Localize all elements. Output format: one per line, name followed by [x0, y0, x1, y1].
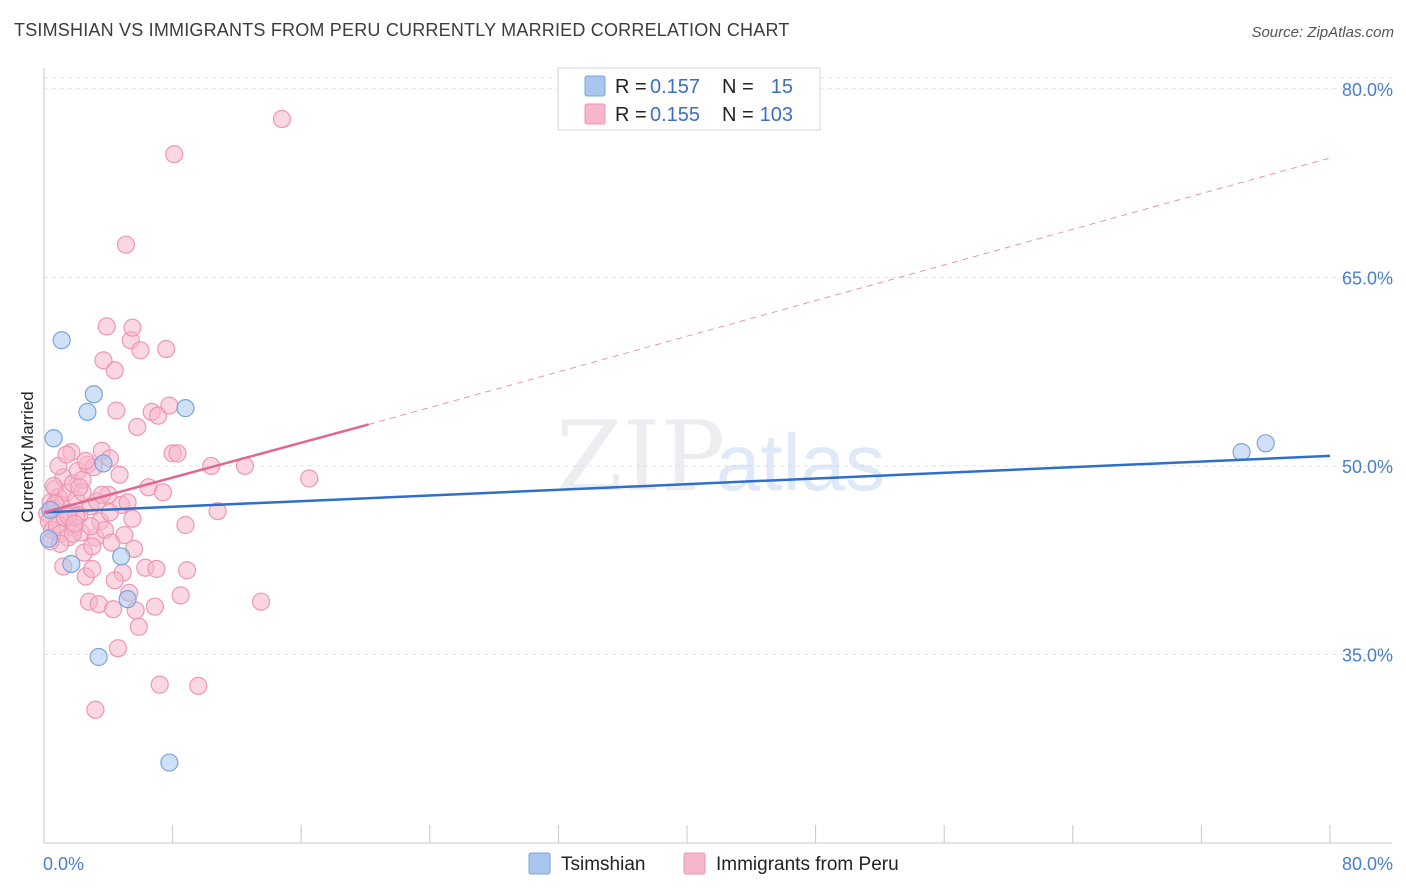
peru-point-56: [128, 417, 147, 437]
legend-n-label-1: N =: [722, 76, 754, 98]
y-tick-label-3: 80.0%: [1342, 80, 1393, 100]
peru-point-49: [116, 235, 136, 254]
peru-point-80: [272, 109, 292, 129]
watermark: ZIP atlas: [556, 401, 885, 513]
grid-lines: [44, 77, 1392, 655]
tsimshian-point-8: [112, 547, 131, 566]
data-points: [38, 109, 1275, 772]
tsimshian-point-7: [94, 454, 113, 473]
peru-point-65: [150, 675, 169, 694]
peru-point-48: [115, 525, 134, 545]
tsimshian-point-4: [78, 402, 97, 421]
y-tick-label-1: 50.0%: [1342, 457, 1393, 477]
peru-trend-extension: [368, 157, 1331, 425]
legend-n-label-2: N =: [722, 104, 754, 126]
peru-point-99: [76, 451, 95, 470]
peru-point-41: [104, 600, 123, 619]
watermark-zip: ZIP: [556, 401, 725, 513]
tsimshian-point-13: [1256, 434, 1275, 453]
peru-point-37: [97, 317, 116, 336]
peru-point-101: [65, 514, 84, 533]
bottom-legend-swatch-tsimshian: [528, 852, 551, 875]
peru-point-53: [123, 318, 142, 337]
bottom-legend-label-peru: Immigrants from Peru: [716, 854, 899, 875]
peru-point-79: [251, 592, 271, 611]
trend-lines: [43, 157, 1331, 514]
peru-point-62: [145, 597, 165, 616]
legend-swatch-peru: [584, 103, 606, 125]
peru-point-75: [189, 676, 208, 695]
bottom-legend-swatch-peru: [683, 852, 706, 875]
y-tick-label-2: 65.0%: [1342, 268, 1393, 288]
peru-point-58: [131, 341, 150, 360]
peru-point-43: [107, 401, 126, 420]
peru-point-68: [160, 396, 179, 415]
peru-point-102: [123, 509, 142, 528]
peru-point-57: [129, 617, 148, 636]
legend-n-value-1: 15: [771, 76, 793, 98]
y-tick-labels: 35.0% 50.0% 65.0% 80.0%: [1342, 80, 1393, 666]
x-tick-labels: 0.0% 80.0%: [43, 854, 1393, 874]
peru-point-74: [177, 561, 197, 580]
peru-point-67: [157, 339, 176, 359]
legend-swatch-tsimshian: [584, 75, 606, 97]
peru-trend-line: [43, 423, 370, 514]
tsimshian-point-9: [118, 590, 137, 609]
tsimshian-point-6: [89, 647, 108, 667]
legend-r-label-2: R =: [615, 104, 647, 126]
tsimshian-point-5: [84, 385, 103, 404]
peru-point-85: [86, 700, 105, 719]
peru-point-97: [100, 503, 120, 522]
tsimshian-point-11: [176, 399, 195, 418]
y-tick-label-0: 35.0%: [1342, 645, 1393, 665]
tsimshian-point-10: [160, 753, 179, 772]
legend-r-label-1: R =: [615, 76, 647, 98]
legend-r-value-2: 0.155: [650, 104, 700, 126]
peru-point-88: [44, 476, 63, 496]
peru-point-72: [171, 586, 190, 605]
peru-point-44: [108, 639, 128, 658]
top-legend: R = 0.157 N = 15 R = 0.155 N = 103: [557, 67, 821, 131]
peru-point-89: [57, 445, 76, 464]
peru-point-96: [83, 537, 102, 556]
watermark-atlas: atlas: [716, 418, 885, 507]
tsimshian-point-3: [62, 554, 81, 574]
peru-point-63: [147, 559, 166, 579]
axes: [43, 68, 1392, 844]
x-tick-label-1: 80.0%: [1342, 854, 1393, 874]
y-axis-label: Currently Married: [18, 391, 37, 522]
source-label: Source: ZipAtlas.com: [1251, 24, 1394, 41]
tsimshian-trend-line: [43, 454, 1331, 514]
legend-r-value-1: 0.157: [650, 76, 700, 98]
tsimshian-point-12: [1232, 443, 1251, 462]
peru-point-45: [110, 465, 129, 484]
peru-point-90: [81, 517, 100, 536]
legend-n-value-2: 103: [760, 104, 793, 126]
peru-point-66: [153, 483, 173, 502]
tsimshian-point-0: [39, 529, 58, 548]
peru-point-71: [168, 444, 187, 463]
peru-point-73: [176, 515, 195, 535]
peru-point-81: [300, 469, 319, 488]
tsimshian-point-2: [52, 331, 71, 350]
bottom-legend-label-tsimshian: Tsimshian: [561, 854, 645, 875]
peru-point-42: [105, 361, 124, 380]
peru-point-92: [105, 571, 124, 590]
tsimshian-point-1: [44, 429, 63, 448]
peru-point-50: [118, 493, 137, 512]
peru-point-95: [70, 478, 89, 497]
bottom-legend: Tsimshian Immigrants from Peru: [528, 852, 899, 875]
x-tick-label-0: 0.0%: [43, 854, 84, 874]
peru-point-28: [83, 559, 102, 579]
peru-point-77: [208, 502, 227, 521]
chart-title: TSIMSHIAN VS IMMIGRANTS FROM PERU CURREN…: [14, 20, 790, 40]
peru-point-70: [165, 145, 184, 164]
